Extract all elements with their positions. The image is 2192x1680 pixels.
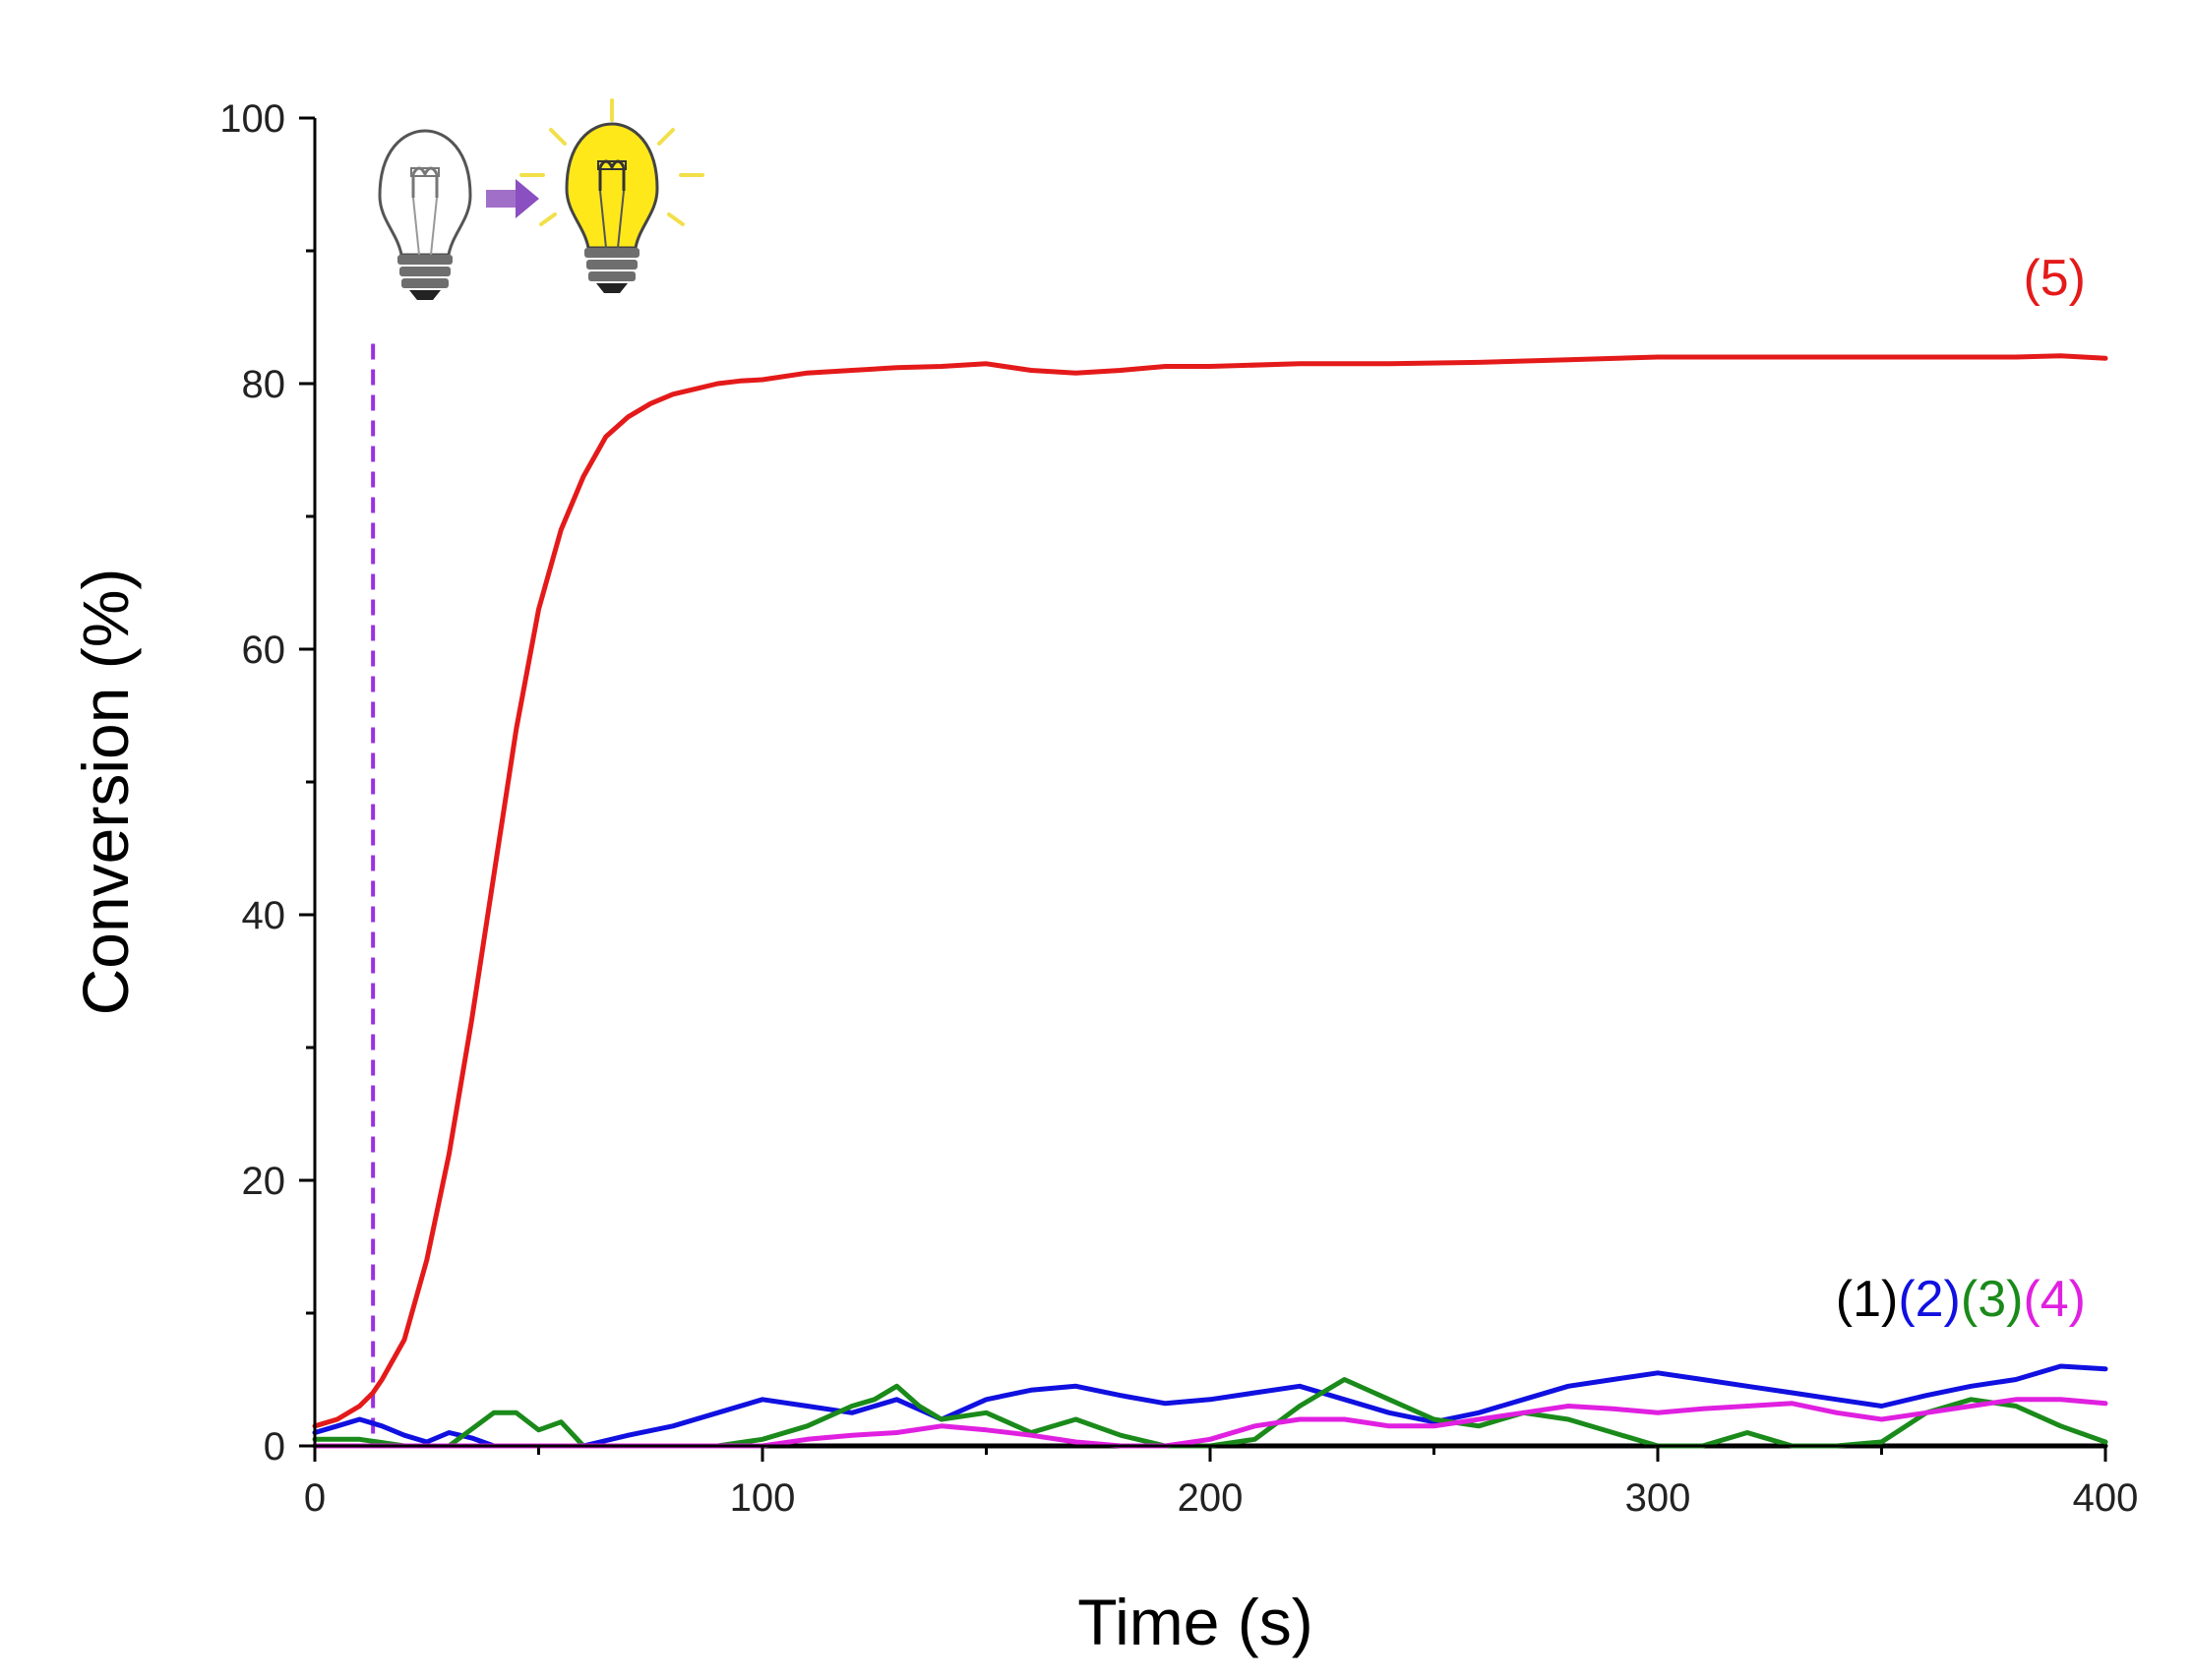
series-label-5: (5) bbox=[2023, 250, 2086, 307]
x-tick-label: 400 bbox=[2073, 1476, 2139, 1520]
y-axis-title: Conversion (%) bbox=[69, 569, 142, 1016]
axes: 0 100 200 300 400 0 20 40 60 80 100 bbox=[219, 97, 2138, 1520]
series-label-2: (2) bbox=[1898, 1271, 1961, 1328]
series-label-1: (1) bbox=[1836, 1271, 1899, 1328]
light-bulb-on-icon bbox=[519, 98, 704, 293]
y-tick-label: 100 bbox=[219, 97, 285, 141]
series-label-3: (3) bbox=[1961, 1271, 2024, 1328]
series-labels: (5) (1)(2)(3)(4) bbox=[1836, 250, 2086, 1328]
series-line-2 bbox=[312, 1363, 2108, 1449]
x-tick-label: 200 bbox=[1178, 1476, 1244, 1520]
light-bulb-off-icon bbox=[378, 129, 472, 300]
series-label-4: (4) bbox=[2023, 1271, 2086, 1328]
y-tick-label: 20 bbox=[242, 1160, 286, 1203]
x-tick-label: 0 bbox=[304, 1476, 326, 1520]
arrow-right-icon bbox=[486, 179, 539, 218]
y-tick-label: 40 bbox=[242, 894, 286, 937]
series-line-4 bbox=[312, 1397, 2108, 1449]
series-labels-1-4: (1)(2)(3)(4) bbox=[1836, 1271, 2086, 1328]
x-tick-label: 300 bbox=[1625, 1476, 1691, 1520]
x-axis-title: Time (s) bbox=[1077, 1586, 1313, 1658]
y-tick-label: 0 bbox=[264, 1425, 285, 1469]
y-tick-label: 60 bbox=[242, 629, 286, 672]
series-line-3 bbox=[312, 1377, 2108, 1449]
y-tick-label: 80 bbox=[242, 363, 286, 406]
x-tick-label: 100 bbox=[730, 1476, 796, 1520]
series-line-5 bbox=[312, 353, 2108, 1429]
